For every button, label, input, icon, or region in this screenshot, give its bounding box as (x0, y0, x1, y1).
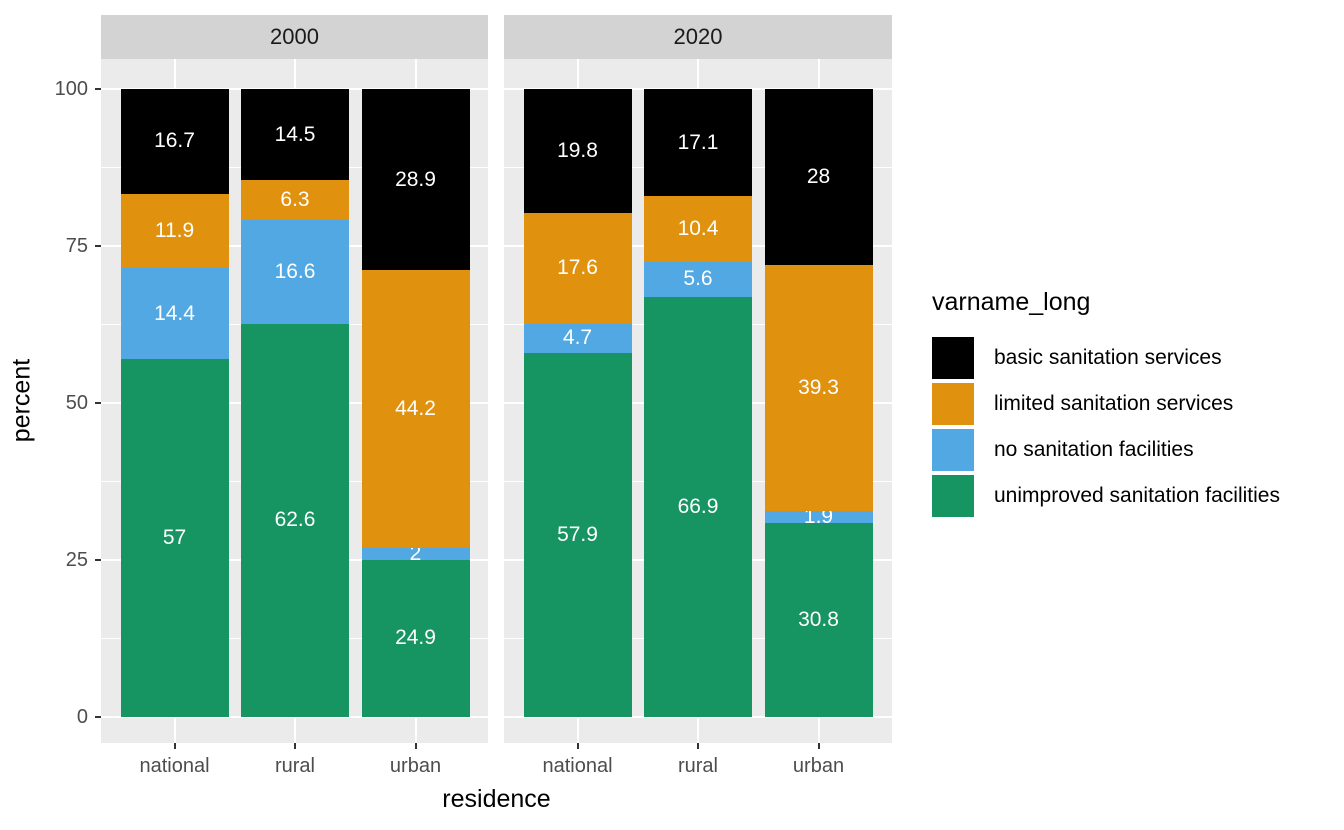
bar-segment-rural (644, 89, 752, 197)
legend-item-label: limited sanitation services (994, 392, 1234, 415)
legend-item: unimproved sanitation facilities (932, 475, 1280, 517)
legend-item-label: basic sanitation services (994, 346, 1222, 369)
legend-item-label: unimproved sanitation facilities (994, 484, 1280, 507)
bar-value-label: 16.7 (154, 129, 195, 153)
x-tick-label: rural (274, 755, 315, 777)
legend-key-swatch (932, 475, 974, 517)
bar-value-label: 57.9 (557, 522, 598, 546)
y-tick-label: 75 (65, 234, 88, 257)
bar-segment-urban (764, 511, 873, 524)
facet-panel-2020: 57.9 4.7 17.6 19.8 66.9 5.6 10.4 17.1 30.8 1.9 39.… (504, 59, 892, 743)
facet-strip-label: 2020 (673, 24, 723, 49)
bar-value-label: 14.4 (154, 301, 195, 325)
facet-strip-label: 2000 (270, 24, 319, 49)
y-tick-mark (95, 88, 101, 90)
bar-segment-national (120, 268, 229, 359)
bar-segment-urban (764, 264, 873, 512)
legend-title: varname_long (932, 288, 1091, 316)
facet-panel-2000: 57 14.4 11.9 16.7 62.6 16.6 6.3 14.5 24.9 2 44.2 28… (101, 59, 488, 743)
bar-segment-urban (361, 89, 470, 271)
legend: varname_long basic sanitation services li… (932, 288, 1280, 521)
bar-value-label: 19.8 (557, 139, 598, 163)
bar-value-label: 6.3 (280, 187, 310, 211)
bar-value-label: 62.6 (274, 508, 316, 532)
legend-key-swatch (932, 383, 974, 425)
bar-value-label: 28.9 (395, 167, 436, 191)
bar-segment-national (523, 353, 632, 717)
bar-segment-rural (241, 219, 349, 324)
bar-value-label: 39.3 (798, 376, 839, 400)
x-tick-label: national (139, 755, 210, 777)
bar-value-label: 2 (409, 542, 422, 566)
bar-value-label: 14.5 (274, 122, 316, 146)
x-tick-label: urban (389, 755, 442, 777)
bar-segment-national (120, 193, 229, 269)
bar-value-label: 16.6 (274, 259, 316, 283)
x-tick-mark (294, 743, 296, 749)
legend-key-swatch (932, 337, 974, 379)
y-tick-mark (95, 558, 101, 561)
bar-segment-rural (644, 296, 752, 717)
bar-segment-urban (764, 523, 873, 717)
bar-segment-rural (644, 261, 752, 297)
facet-strip-2000: 2000 (101, 15, 488, 59)
y-tick-mark (95, 715, 101, 718)
x-tick-label: urban (792, 755, 845, 777)
x-axis-title: residence (442, 785, 551, 813)
bar-segment-national (120, 358, 229, 717)
x-tick-label: national (542, 755, 613, 777)
bar-value-label: 66.9 (677, 494, 719, 518)
bar-value-label: 24.9 (395, 626, 436, 650)
bar-value-label: 57 (162, 525, 187, 549)
bar-value-label: 11.9 (154, 219, 195, 243)
x-tick-label: rural (677, 755, 718, 777)
legend-item: limited sanitation services (932, 383, 1280, 425)
y-tick-label: 100 (54, 78, 88, 100)
y-tick-mark (95, 401, 101, 404)
bar-segment-urban (361, 560, 470, 717)
bar-segment-rural (241, 180, 349, 220)
x-tick-mark (697, 743, 699, 749)
bar-value-label: 5.6 (683, 267, 713, 291)
bar-value-label: 17.1 (677, 130, 719, 154)
bar-segment-urban (764, 89, 873, 265)
y-tick-label: 50 (65, 391, 88, 414)
facet-strip-2020: 2020 (504, 15, 892, 59)
legend-items: basic sanitation services limited sanitat… (932, 337, 1280, 517)
bar-value-label: 17.6 (557, 256, 598, 280)
y-tick-label: 0 (76, 705, 88, 728)
bar-segment-national (523, 213, 632, 324)
x-tick-mark (173, 743, 176, 749)
bar-value-label: 44.2 (395, 397, 436, 421)
bar-segment-urban (361, 547, 470, 561)
bar-segment-national (523, 323, 632, 354)
legend-item: no sanitation facilities (932, 429, 1280, 471)
x-tick-mark (414, 743, 417, 749)
x-tick-mark (817, 743, 820, 749)
bar-segment-rural (241, 89, 349, 180)
legend-item: basic sanitation services (932, 337, 1280, 379)
bar-value-label: 30.8 (798, 607, 839, 631)
bar-segment-national (120, 89, 229, 194)
y-tick-label: 25 (65, 548, 88, 571)
bar-value-label: 4.7 (562, 326, 593, 350)
bar-segment-rural (644, 196, 752, 262)
legend-key-swatch (932, 429, 974, 471)
bar-segment-urban (361, 270, 470, 548)
x-tick-mark (576, 743, 579, 749)
y-tick-mark (95, 244, 101, 247)
bar-value-label: 28 (806, 164, 831, 188)
legend-item-label: no sanitation facilities (994, 438, 1194, 461)
bar-value-label: 10.4 (677, 216, 719, 240)
bar-segment-national (523, 89, 632, 214)
bar-segment-rural (241, 323, 349, 717)
